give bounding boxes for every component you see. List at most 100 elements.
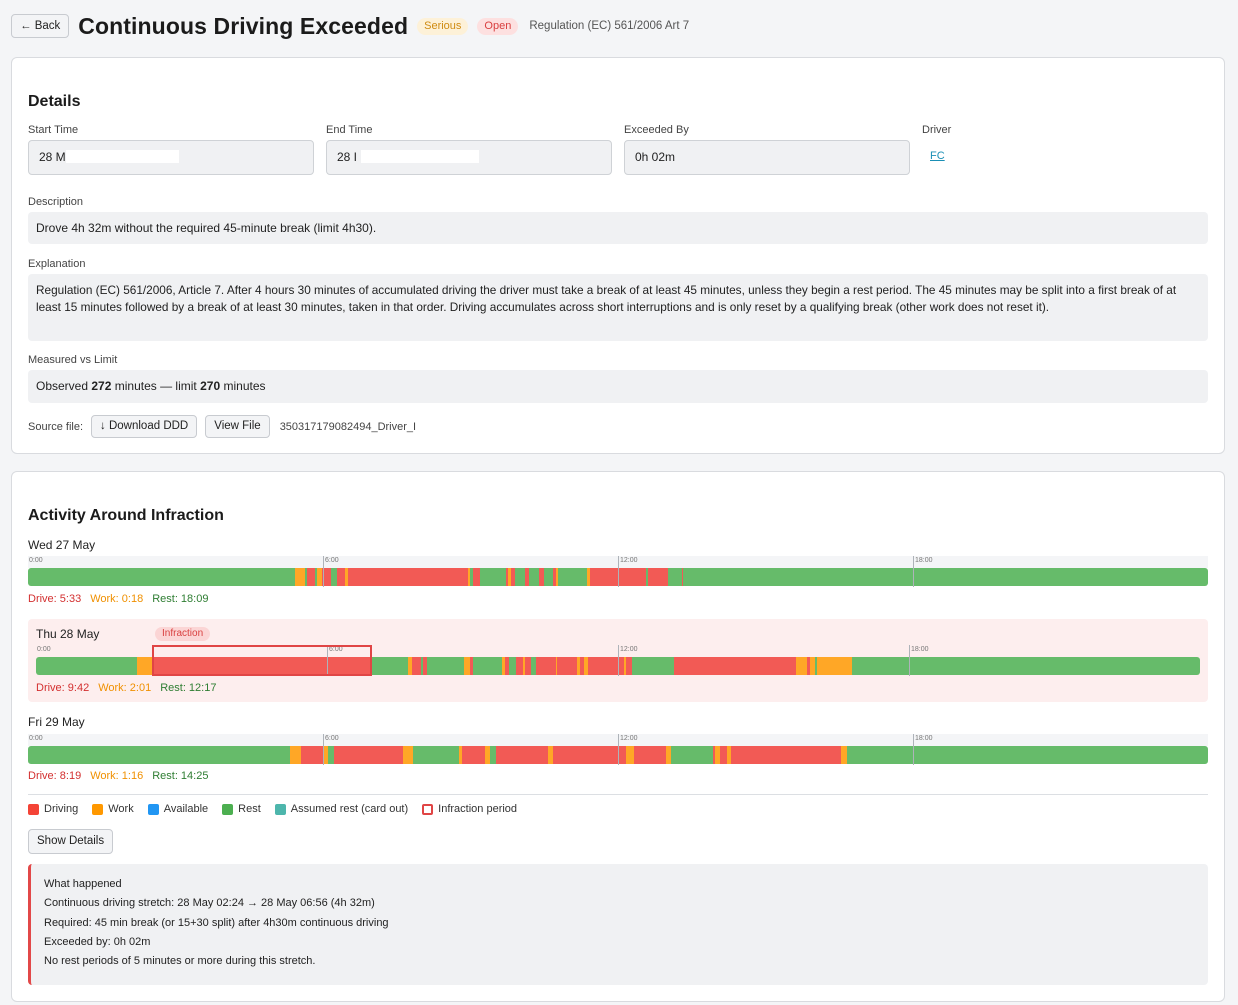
work-segment bbox=[463, 657, 471, 675]
view-file-button[interactable]: View File bbox=[205, 415, 270, 438]
time-tick-label: 0:00 bbox=[37, 646, 51, 653]
description-box: Drove 4h 32m without the required 45-min… bbox=[28, 212, 1208, 244]
drive-total: Drive: 9:42 bbox=[36, 682, 90, 694]
time-tick: 18:00 bbox=[909, 645, 929, 676]
drive-segment bbox=[673, 657, 797, 675]
drive-segment bbox=[506, 568, 509, 586]
work-segment bbox=[323, 746, 328, 764]
work-segment bbox=[576, 657, 581, 675]
drive-segment bbox=[712, 746, 715, 764]
work-segment bbox=[727, 746, 732, 764]
drive-segment bbox=[152, 657, 373, 675]
back-button[interactable]: ← Back bbox=[11, 14, 70, 38]
work-segment bbox=[714, 746, 721, 764]
legend-item-driving: Driving bbox=[28, 803, 78, 815]
severity-badge: Serious bbox=[417, 17, 469, 35]
work-segment bbox=[623, 657, 627, 675]
legend-label: Driving bbox=[44, 803, 79, 815]
divider bbox=[28, 794, 1208, 795]
measured-suffix: minutes bbox=[223, 379, 266, 393]
end-time-label: End Time bbox=[326, 124, 373, 136]
source-file-name: 350317179082494_Driver_I bbox=[279, 420, 417, 433]
drive-segment bbox=[626, 657, 632, 675]
assumed-rest-swatch bbox=[274, 803, 286, 815]
details-card: Details Start Time 28 M End Time 28 I Ex… bbox=[11, 57, 1225, 454]
legend-label: Rest bbox=[238, 803, 261, 815]
drive-segment bbox=[336, 568, 346, 586]
drive-total: Drive: 8:19 bbox=[28, 770, 82, 782]
timeline-fri: 0:00 6:00 12:00 18:00 bbox=[28, 734, 1208, 765]
drive-segment bbox=[524, 568, 529, 586]
work-segment bbox=[459, 746, 463, 764]
day-label-fri: Fri 29 May bbox=[28, 715, 85, 729]
infraction-swatch bbox=[422, 803, 434, 815]
what-happened-line: Required: 45 min break (or 15+30 split) … bbox=[44, 916, 389, 929]
rest-swatch bbox=[222, 803, 234, 815]
stats-thu: Drive: 9:42 Work: 2:01 Rest: 12:17 bbox=[36, 682, 216, 694]
work-segment bbox=[468, 568, 471, 586]
time-tick: 6:00 bbox=[327, 645, 343, 676]
work-total: Work: 1:16 bbox=[90, 770, 144, 782]
time-tick-label: 6:00 bbox=[325, 557, 339, 564]
drive-segment bbox=[539, 568, 545, 586]
time-tick-label: 18:00 bbox=[915, 557, 933, 564]
time-tick: 6:00 bbox=[323, 734, 339, 765]
activity-card: Activity Around Infraction Wed 27 May 0:… bbox=[11, 471, 1225, 1002]
download-ddd-button[interactable]: ↓ Download DDD bbox=[91, 415, 198, 438]
available-swatch bbox=[147, 803, 159, 815]
work-segment bbox=[796, 657, 808, 675]
drive-segment bbox=[300, 746, 324, 764]
drive-segment bbox=[589, 568, 647, 586]
time-tick-label: 12:00 bbox=[620, 646, 638, 653]
timeline-wed: 0:00 6:00 12:00 18:00 bbox=[28, 556, 1208, 587]
drive-segment bbox=[681, 568, 684, 586]
page-title: Continuous Driving Exceeded bbox=[78, 12, 409, 39]
time-tick-label: 0:00 bbox=[29, 735, 43, 742]
timeline-thu: 0:00 6:00 12:00 18:00 bbox=[36, 645, 1200, 676]
start-time-value: 28 M bbox=[39, 150, 66, 164]
driver-label: Driver bbox=[922, 124, 952, 136]
drive-segment bbox=[535, 657, 556, 675]
legend-item-available: Available bbox=[147, 803, 209, 815]
drive-segment bbox=[557, 657, 577, 675]
drive-segment bbox=[524, 657, 531, 675]
work-segment bbox=[523, 657, 525, 675]
time-tick-label: 0:00 bbox=[29, 557, 43, 564]
start-time-label: Start Time bbox=[28, 124, 79, 136]
end-time-value: 28 I bbox=[337, 150, 358, 164]
legend: Driving Work Available Rest Assumed rest… bbox=[28, 803, 531, 815]
work-segment bbox=[508, 568, 512, 586]
measured-limit: 270 bbox=[200, 379, 221, 393]
exceeded-by-label: Exceeded By bbox=[624, 124, 689, 136]
what-happened-line: Continuous driving stretch: 28 May 02:24… bbox=[44, 897, 375, 910]
exceeded-by-field[interactable]: 0h 02m bbox=[624, 140, 910, 175]
show-details-button[interactable]: Show Details bbox=[28, 829, 114, 854]
legend-label: Available bbox=[163, 803, 209, 815]
time-tick: 12:00 bbox=[618, 734, 638, 765]
end-time-field[interactable]: 28 I bbox=[326, 140, 612, 175]
work-segment bbox=[501, 657, 506, 675]
details-title: Details bbox=[28, 93, 81, 110]
drive-segment bbox=[511, 568, 515, 586]
drive-segment bbox=[552, 746, 627, 764]
drive-segment bbox=[411, 657, 421, 675]
drive-segment bbox=[634, 746, 667, 764]
measured-box: Observed 272 minutes — limit 270 minutes bbox=[28, 370, 1208, 403]
drive-segment bbox=[496, 746, 548, 764]
time-tick-label: 12:00 bbox=[620, 557, 638, 564]
drive-segment bbox=[470, 657, 473, 675]
what-happened-line: Exceeded by: 0h 02m bbox=[44, 935, 151, 948]
start-time-field[interactable]: 28 M bbox=[28, 140, 314, 175]
legend-label: Work bbox=[108, 803, 134, 815]
legend-label: Assumed rest (card out) bbox=[290, 803, 409, 815]
stats-fri: Drive: 8:19 Work: 1:16 Rest: 14:25 bbox=[28, 770, 208, 782]
drive-segment bbox=[647, 568, 669, 586]
infraction-badge: Infraction bbox=[155, 627, 211, 641]
driver-link[interactable]: FC bbox=[930, 150, 945, 162]
source-file-row: Source file: ↓ Download DDD View File 35… bbox=[28, 415, 416, 438]
stats-wed: Drive: 5:33 Work: 0:18 Rest: 18:09 bbox=[28, 593, 208, 605]
time-tick: 12:00 bbox=[618, 556, 638, 587]
redaction-block bbox=[361, 150, 480, 164]
driving-swatch bbox=[28, 803, 39, 815]
work-segment bbox=[290, 746, 301, 764]
